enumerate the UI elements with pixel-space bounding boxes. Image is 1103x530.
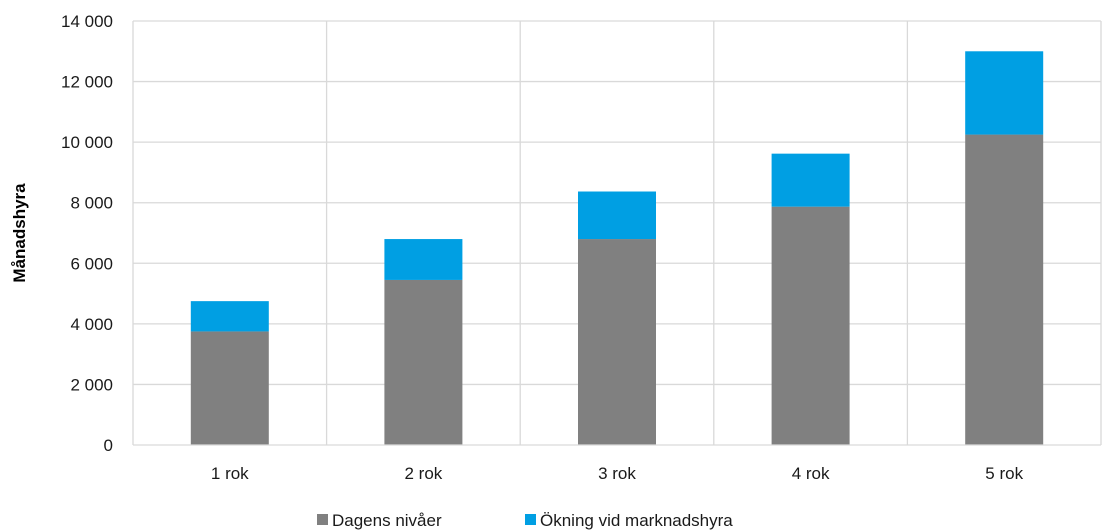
bar-okning-marknadshyra-2 — [384, 239, 463, 280]
bars — [190, 51, 1044, 446]
x-tick-label: 1 rok — [211, 464, 249, 483]
legend-label: Ökning vid marknadshyra — [540, 511, 733, 530]
legend-item-dagens-nivaer: Dagens nivåer — [317, 511, 442, 530]
y-tick-label: 12 000 — [61, 73, 113, 92]
x-tick-label: 4 rok — [792, 464, 830, 483]
bar-okning-marknadshyra-3 — [578, 191, 656, 240]
legend-swatch — [525, 514, 536, 525]
x-tick-label: 5 rok — [985, 464, 1023, 483]
y-tick-label: 14 000 — [61, 12, 113, 31]
y-tick-label: 0 — [104, 436, 113, 455]
bar-dagens-nivaer-2 — [384, 279, 463, 445]
bar-dagens-nivaer-5 — [965, 134, 1044, 446]
x-tick-label: 2 rok — [405, 464, 443, 483]
y-tick-label: 6 000 — [70, 254, 113, 273]
bar-okning-marknadshyra-1 — [190, 301, 269, 332]
legend-swatch — [317, 514, 328, 525]
bar-okning-marknadshyra-4 — [771, 153, 850, 207]
legend-label: Dagens nivåer — [332, 511, 442, 530]
y-tick-label: 4 000 — [70, 315, 113, 334]
y-axis-tick-labels: 0 2 000 4 000 6 000 8 000 10 000 12 000 14 000 — [61, 12, 113, 455]
bar-dagens-nivaer-3 — [578, 239, 656, 445]
x-tick-label: 3 rok — [598, 464, 636, 483]
y-tick-label: 10 000 — [61, 133, 113, 152]
bar-okning-marknadshyra-5 — [965, 51, 1044, 135]
legend: Dagens nivåer Ökning vid marknadshyra — [317, 511, 733, 530]
legend-item-okning-marknadshyra: Ökning vid marknadshyra — [525, 511, 733, 530]
y-tick-label: 2 000 — [70, 375, 113, 394]
x-axis-tick-labels: 1 rok 2 rok 3 rok 4 rok 5 rok — [211, 464, 1024, 483]
gridlines — [132, 20, 1102, 445]
y-tick-label: 8 000 — [70, 194, 113, 213]
bar-dagens-nivaer-4 — [771, 206, 850, 445]
y-axis-label: Månadshyra — [10, 183, 29, 283]
bar-dagens-nivaer-1 — [190, 331, 269, 445]
